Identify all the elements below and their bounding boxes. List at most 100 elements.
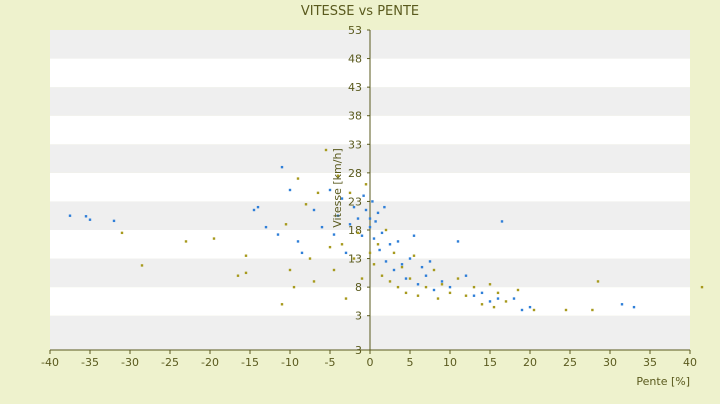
data-point-series-2: [388, 280, 392, 283]
data-point-series-2: [424, 285, 428, 289]
y-tick-label: 48: [348, 53, 362, 66]
data-point-series-1: [400, 263, 404, 266]
data-point-series-1: [88, 218, 92, 221]
y-tick-label: 38: [348, 110, 362, 123]
data-point-series-2: [212, 237, 216, 240]
data-point-series-1: [360, 234, 364, 237]
data-point-series-1: [300, 251, 304, 255]
data-point-series-1: [383, 205, 386, 209]
data-point-series-2: [372, 263, 376, 266]
data-point-series-1: [374, 220, 377, 223]
chart-title: VITESSE vs PENTE: [301, 4, 419, 19]
x-tick-label: 40: [683, 356, 697, 369]
data-point-series-1: [320, 225, 324, 229]
x-tick-label: -5: [325, 356, 336, 369]
data-point-series-2: [408, 277, 412, 280]
data-point-series-2: [236, 274, 240, 277]
data-point-series-2: [344, 297, 348, 300]
data-point-series-2: [244, 271, 248, 275]
data-point-series-2: [360, 277, 364, 280]
data-point-series-1: [280, 165, 284, 169]
data-point-series-2: [384, 228, 388, 232]
data-point-series-2: [308, 257, 312, 260]
data-point-series-1: [312, 208, 316, 212]
data-point-series-1: [276, 233, 280, 236]
data-point-series-1: [264, 225, 268, 229]
data-point-series-1: [392, 268, 396, 272]
data-point-series-1: [384, 260, 388, 263]
y-tick-label: 18: [348, 224, 362, 237]
data-point-series-1: [380, 231, 384, 235]
x-tick-label: -20: [201, 356, 219, 369]
data-point-series-1: [512, 297, 516, 300]
data-point-series-1: [288, 188, 292, 192]
x-tick-label: 30: [603, 356, 617, 369]
data-point-series-1: [424, 274, 428, 277]
y-tick-label: 28: [348, 167, 362, 180]
data-point-series-2: [400, 265, 404, 269]
data-point-series-1: [112, 219, 116, 223]
data-point-series-2: [700, 285, 704, 289]
data-point-series-1: [336, 214, 340, 217]
data-point-series-2: [324, 148, 328, 152]
data-point-series-2: [504, 300, 508, 303]
y-axis-label: Vitesse [km/h]: [331, 148, 344, 228]
data-point-series-2: [396, 285, 400, 289]
x-tick-label: 20: [523, 356, 537, 369]
data-point-series-1: [520, 308, 524, 312]
data-point-series-1: [368, 225, 372, 229]
data-point-series-2: [288, 268, 292, 272]
data-point-series-2: [376, 243, 380, 246]
y-tick-label: 43: [348, 81, 362, 94]
data-point-series-1: [371, 200, 374, 203]
data-point-series-1: [362, 194, 365, 197]
data-point-series-2: [332, 268, 336, 272]
data-point-series-1: [480, 291, 484, 295]
data-point-series-1: [252, 208, 256, 212]
data-point-series-1: [396, 240, 400, 243]
data-point-series-1: [368, 217, 372, 220]
x-axis-label: Pente [%]: [636, 375, 690, 388]
data-point-series-1: [352, 205, 356, 209]
data-point-series-2: [492, 305, 496, 309]
data-point-series-2: [304, 203, 308, 206]
data-point-series-2: [140, 264, 144, 267]
data-point-series-1: [372, 237, 376, 240]
x-tick-label: -25: [161, 356, 179, 369]
data-point-series-2: [316, 191, 320, 195]
data-point-series-2: [380, 274, 384, 277]
data-point-series-2: [480, 303, 484, 306]
data-point-series-1: [332, 233, 336, 236]
data-point-series-1: [488, 300, 492, 303]
data-point-series-2: [436, 297, 440, 300]
data-point-series-1: [464, 274, 468, 277]
x-tick-label: -30: [121, 356, 139, 369]
data-point-series-1: [428, 260, 432, 263]
x-tick-label: 25: [563, 356, 577, 369]
data-point-series-2: [356, 231, 360, 235]
data-point-series-1: [456, 240, 460, 243]
x-tick-label: 5: [407, 356, 414, 369]
x-tick-label: -40: [41, 356, 59, 369]
data-point-series-2: [488, 283, 492, 286]
data-point-series-2: [292, 285, 296, 289]
data-point-series-1: [432, 288, 436, 292]
data-point-series-1: [472, 294, 476, 297]
data-point-series-1: [348, 223, 352, 226]
data-point-series-1: [448, 285, 452, 289]
data-point-series-2: [448, 291, 452, 295]
y-tick-label: 3: [355, 310, 362, 323]
y-tick-label: 53: [348, 24, 362, 37]
data-point-series-1: [68, 214, 72, 217]
data-point-series-1: [416, 283, 420, 286]
data-point-series-2: [532, 308, 536, 312]
data-point-series-1: [344, 251, 348, 255]
data-point-series-1: [256, 205, 260, 209]
data-point-series-1: [632, 305, 636, 309]
data-point-series-2: [284, 223, 288, 226]
x-tick-label: 15: [483, 356, 497, 369]
data-point-series-2: [368, 251, 372, 255]
data-point-series-2: [596, 280, 600, 283]
y-tick-label: 23: [348, 195, 362, 208]
